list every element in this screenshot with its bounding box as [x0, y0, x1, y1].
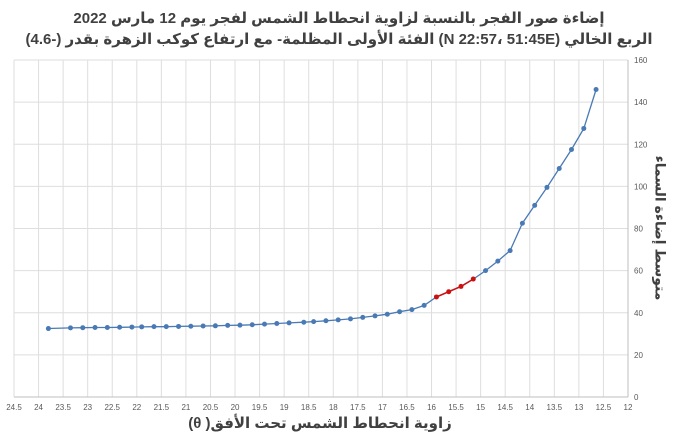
- data-point: [544, 184, 550, 190]
- x-tick-label: 19.5: [252, 403, 268, 412]
- x-tick-label: 20.5: [203, 403, 219, 412]
- data-point: [581, 125, 587, 131]
- data-point: [409, 307, 415, 313]
- data-point: [274, 320, 280, 326]
- x-tick-label: 12.5: [596, 403, 612, 412]
- x-tick-label: 14: [525, 403, 534, 412]
- x-tick-label: 13: [574, 403, 583, 412]
- data-point: [421, 302, 427, 308]
- data-point: [335, 317, 341, 323]
- x-tick-label: 12: [624, 403, 633, 412]
- data-point: [569, 147, 575, 153]
- y-axis-label: متوسط إضاءة السماء: [652, 155, 669, 301]
- data-point: [151, 324, 157, 330]
- data-point: [80, 325, 86, 331]
- y-tick-label: 140: [634, 98, 648, 107]
- x-tick-label: 20: [231, 403, 240, 412]
- data-point: [532, 202, 538, 208]
- x-tick-label: 21.5: [154, 403, 170, 412]
- data-point: [139, 324, 145, 330]
- x-tick-label: 22: [132, 403, 141, 412]
- data-point: [67, 325, 73, 331]
- data-point: [311, 319, 317, 325]
- x-tick-label: 22.5: [104, 403, 120, 412]
- x-tick-label: 24.5: [6, 403, 22, 412]
- data-point: [593, 86, 599, 92]
- y-tick-label: 60: [634, 267, 643, 276]
- data-point: [176, 323, 182, 329]
- x-tick-label: 13.5: [547, 403, 563, 412]
- data-point: [507, 248, 513, 254]
- data-point: [117, 324, 123, 330]
- x-tick-label: 23: [83, 403, 92, 412]
- data-point: [301, 319, 307, 325]
- chart-subtitle: الربع الخالي (N 22:57، 51:45E) الفئة الأ…: [25, 31, 653, 48]
- x-tick-label: 15: [476, 403, 485, 412]
- data-point: [384, 311, 390, 317]
- y-tick-label: 120: [634, 140, 648, 149]
- x-tick-label: 21: [181, 403, 190, 412]
- data-point: [92, 324, 98, 330]
- x-tick-label: 23.5: [55, 403, 71, 412]
- data-point: [397, 309, 403, 315]
- chart-title: إضاءة صور الفجر بالنسبة لزاوية انحطاط ال…: [73, 10, 605, 27]
- data-point: [262, 321, 268, 327]
- x-tick-label: 15.5: [448, 403, 464, 412]
- y-tick-label: 160: [634, 56, 648, 65]
- data-point: [556, 165, 562, 171]
- x-tick-label: 18.5: [301, 403, 317, 412]
- data-point: [495, 258, 501, 264]
- x-tick-label: 17: [378, 403, 387, 412]
- data-point: [225, 322, 231, 328]
- data-point: [45, 326, 51, 332]
- x-tick-label: 19: [280, 403, 289, 412]
- data-point: [360, 314, 366, 320]
- data-point: [104, 324, 110, 330]
- x-tick-label: 16: [427, 403, 436, 412]
- highlight-point: [433, 294, 439, 300]
- y-tick-label: 100: [634, 182, 648, 191]
- y-tick-label: 20: [634, 351, 643, 360]
- x-tick-label: 17.5: [350, 403, 366, 412]
- y-tick-label: 40: [634, 309, 643, 318]
- x-tick-label: 16.5: [399, 403, 415, 412]
- y-tick-label: 0: [634, 393, 639, 402]
- y-tick-label: 80: [634, 225, 643, 234]
- highlight-point: [470, 276, 476, 282]
- data-point: [163, 324, 169, 330]
- data-point: [188, 323, 194, 329]
- data-point: [237, 322, 243, 328]
- data-point: [249, 322, 255, 328]
- highlight-point: [458, 283, 464, 289]
- series-line: [48, 89, 597, 330]
- highlight-line: [436, 278, 474, 298]
- data-point: [347, 316, 353, 322]
- x-tick-label: 18: [329, 403, 338, 412]
- highlight-point: [446, 289, 452, 295]
- data-point: [129, 324, 135, 330]
- x-tick-label: 24: [34, 403, 43, 412]
- data-point: [519, 220, 525, 226]
- data-point: [286, 320, 292, 326]
- x-axis-label: زاوية انحطاط الشمس تحت الأفق( θ): [188, 415, 452, 432]
- x-tick-label: 14.5: [497, 403, 513, 412]
- data-point: [323, 318, 329, 324]
- data-point: [200, 323, 206, 329]
- data-point: [372, 313, 378, 319]
- data-point: [483, 268, 489, 274]
- data-point: [212, 323, 218, 329]
